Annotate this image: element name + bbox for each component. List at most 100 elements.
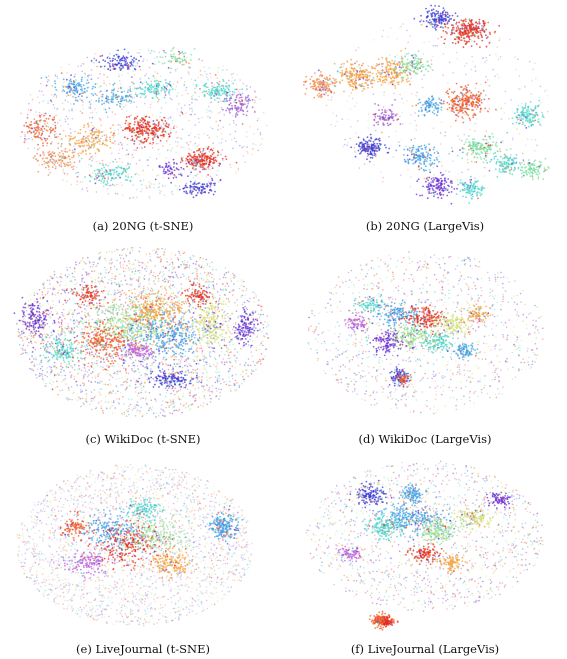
data-point — [487, 144, 490, 147]
data-point — [457, 115, 460, 118]
data-point — [437, 37, 439, 40]
data-point — [245, 106, 248, 109]
data-point — [179, 111, 182, 114]
data-point — [201, 162, 204, 165]
data-point — [430, 24, 433, 26]
data-point — [205, 176, 208, 178]
data-point — [91, 137, 93, 140]
data-point — [254, 91, 256, 93]
data-point — [441, 165, 443, 167]
data-point — [112, 173, 115, 176]
data-point — [468, 143, 471, 146]
data-point — [61, 90, 63, 93]
data-point — [328, 77, 331, 80]
data-point — [512, 137, 514, 139]
data-point — [385, 79, 388, 82]
data-point — [426, 157, 429, 160]
data-point — [164, 55, 167, 58]
data-point — [130, 176, 133, 178]
data-point — [253, 99, 255, 101]
data-point — [83, 138, 85, 141]
data-point — [220, 154, 222, 156]
data-point — [104, 60, 107, 63]
data-point — [161, 131, 164, 133]
data-point — [133, 96, 136, 99]
data-point — [531, 120, 534, 123]
data-point — [528, 121, 531, 124]
data-point — [411, 146, 414, 149]
data-point — [192, 166, 195, 168]
data-point — [458, 31, 461, 34]
data-point — [70, 138, 72, 140]
data-point — [125, 100, 128, 103]
data-point — [131, 64, 134, 67]
data-point — [445, 46, 447, 48]
data-point — [99, 162, 101, 165]
data-point — [144, 102, 146, 105]
data-point — [389, 62, 392, 64]
data-point — [355, 69, 357, 72]
data-point — [399, 27, 401, 29]
data-point — [406, 99, 408, 102]
data-point — [411, 62, 413, 64]
data-point — [52, 96, 55, 98]
data-point — [135, 138, 138, 140]
data-point — [163, 133, 165, 136]
data-point — [334, 125, 337, 127]
data-point — [200, 147, 203, 149]
data-point — [35, 111, 37, 113]
data-point — [419, 67, 421, 70]
data-point — [96, 174, 98, 177]
data-point — [464, 110, 467, 113]
data-point — [39, 114, 41, 117]
data-point — [130, 76, 133, 78]
data-point — [64, 147, 67, 150]
data-point — [101, 93, 104, 96]
data-point — [387, 36, 389, 38]
data-point — [237, 107, 240, 109]
data-point — [459, 86, 462, 88]
data-point — [364, 150, 367, 153]
data-point — [523, 115, 525, 118]
data-point — [156, 79, 158, 82]
data-point — [188, 160, 191, 163]
data-point — [176, 81, 179, 83]
data-point — [528, 110, 530, 112]
data-point — [448, 19, 450, 22]
data-point — [145, 127, 148, 130]
data-point — [427, 150, 429, 152]
data-point — [80, 140, 83, 143]
data-point — [89, 129, 91, 132]
data-point — [242, 113, 245, 116]
data-point — [99, 65, 102, 68]
data-point — [37, 126, 40, 129]
data-point — [123, 106, 125, 108]
data-point — [88, 140, 91, 143]
data-point — [48, 161, 50, 164]
data-point — [259, 133, 262, 136]
data-point — [90, 78, 93, 81]
data-point — [375, 147, 377, 149]
data-point — [367, 145, 370, 148]
data-point — [426, 60, 429, 63]
data-point — [349, 80, 352, 83]
data-point — [110, 91, 113, 94]
data-point — [74, 136, 77, 139]
data-point — [41, 163, 44, 166]
data-point — [74, 142, 76, 145]
data-point — [100, 175, 102, 177]
data-point — [332, 77, 335, 80]
data-point — [95, 191, 98, 193]
data-point — [425, 160, 428, 163]
data-point — [84, 91, 86, 94]
data-point — [229, 90, 231, 93]
data-point — [187, 160, 190, 163]
data-point — [402, 102, 405, 104]
data-point — [442, 20, 445, 23]
data-point — [524, 116, 527, 119]
data-point — [165, 125, 168, 128]
data-point — [185, 162, 188, 165]
data-point — [178, 53, 181, 56]
data-point — [192, 151, 195, 153]
data-point — [517, 104, 520, 107]
